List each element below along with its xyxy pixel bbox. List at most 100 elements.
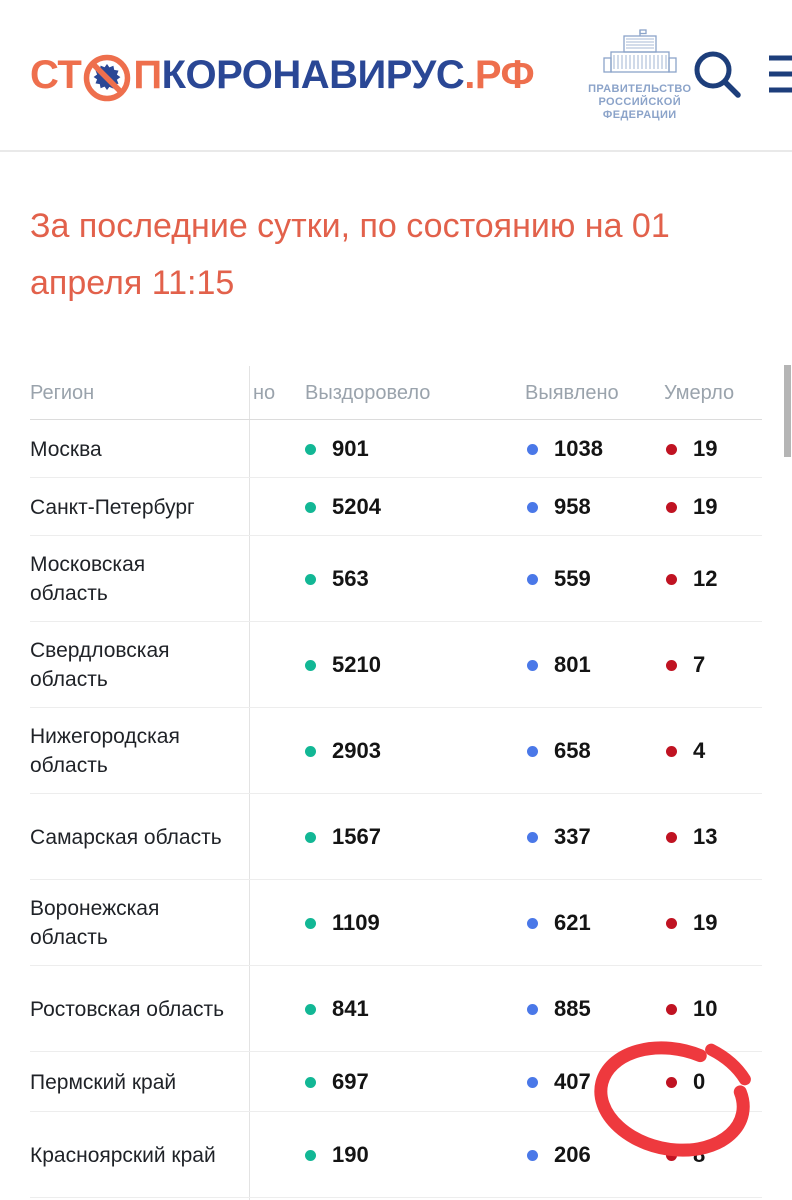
detected-dot: [527, 659, 538, 671]
recovered-dot: [305, 1003, 316, 1015]
site-logo[interactable]: СТ П КОРОНАВИРУС .РФ: [30, 52, 535, 102]
detected-dot: [527, 745, 538, 757]
died-dot: [666, 1076, 677, 1088]
column-header-partial: но: [253, 381, 276, 404]
detected-dot: [527, 1076, 538, 1088]
gov-text-line3: ФЕДЕРАЦИИ: [602, 108, 677, 121]
table-row[interactable]: Пермский край 697 407 0: [0, 1041, 792, 1157]
detected-dot: [527, 831, 538, 843]
logo-text-rf: .РФ: [464, 52, 535, 97]
gov-text-line1: ПРАВИТЕЛЬСТВО: [588, 82, 692, 95]
died-value: 19: [693, 910, 718, 935]
region-name: Санкт-Петербург: [30, 495, 195, 519]
table-row[interactable]: Воронежская область 1109 621 19: [0, 880, 792, 966]
table-row[interactable]: Санкт-Петербург 5204 958 19: [0, 478, 792, 536]
died-dot: [666, 659, 677, 671]
detected-dot: [527, 501, 538, 513]
column-header-recovered: Выздоровело: [305, 381, 431, 404]
recovered-value: 2903: [332, 738, 381, 763]
site-header: СТ П КОРОНАВИРУС .РФ ПРАВИТЕЛЬСТВО РОССИ…: [0, 0, 792, 152]
logo-text-stop-st: СТ: [30, 52, 82, 97]
recovered-dot: [305, 501, 316, 513]
recovered-value: 901: [332, 436, 369, 461]
detected-dot: [527, 1003, 538, 1015]
detected-value: 801: [554, 652, 591, 677]
hamburger-menu-icon: [769, 55, 792, 92]
recovered-dot: [305, 917, 316, 929]
frozen-column-divider: [249, 366, 250, 1200]
column-header-died: Умерло: [664, 381, 735, 404]
died-value: 4: [693, 738, 706, 763]
table-row[interactable]: Красноярский край 190 206 8: [0, 1112, 792, 1198]
column-header-region: Регион: [30, 381, 95, 404]
page-title-line1: За последние сутки, по состоянию на 01: [30, 207, 670, 245]
recovered-value: 841: [332, 996, 369, 1021]
table-header-row: Регион но Выздоровело Выявлено Умерло: [0, 366, 792, 420]
recovered-dot: [305, 573, 316, 585]
table-row[interactable]: Самарская область 1567 337 13: [0, 794, 792, 880]
logo-text-korona: КОРОНАВИРУС: [161, 52, 465, 97]
region-name: Красноярский край: [30, 1143, 216, 1167]
recovered-value: 190: [332, 1142, 369, 1167]
menu-button[interactable]: [769, 53, 792, 98]
recovered-value: 563: [332, 566, 369, 591]
recovered-value: 1567: [332, 824, 381, 849]
recovered-dot: [305, 443, 316, 455]
table-row[interactable]: Ростовская область 841 885 10: [0, 966, 792, 1052]
died-value: 8: [693, 1142, 706, 1167]
recovered-value: 697: [332, 1069, 369, 1094]
detected-dot: [527, 573, 538, 585]
government-building-icon: [603, 28, 677, 73]
search-button[interactable]: [691, 48, 743, 103]
table-row[interactable]: Свердловская область 5210 801 7: [0, 622, 792, 708]
government-emblem[interactable]: ПРАВИТЕЛЬСТВО РОССИЙСКОЙ ФЕДЕРАЦИИ: [588, 28, 692, 122]
died-value: 13: [693, 824, 718, 849]
vertical-scrollbar-thumb[interactable]: [784, 365, 791, 457]
table-row[interactable]: Нижегородская область 2903 658 4: [0, 708, 792, 794]
died-value: 0: [693, 1069, 706, 1094]
column-header-detected: Выявлено: [525, 381, 619, 404]
died-dot: [666, 443, 677, 455]
region-name: Нижегородская область: [30, 725, 180, 777]
region-name: Самарская область: [30, 825, 222, 849]
table-row[interactable]: Москва 901 1038 19: [0, 420, 792, 478]
detected-value: 206: [554, 1142, 591, 1167]
died-value: 19: [693, 494, 718, 519]
logo-text-stop-p: П: [133, 52, 162, 97]
died-dot: [666, 1149, 677, 1161]
table-row[interactable]: Московская область 563 559 12: [0, 536, 792, 622]
region-name: Московская область: [30, 553, 146, 605]
died-value: 7: [693, 652, 706, 677]
recovered-dot: [305, 659, 316, 671]
died-dot: [666, 831, 677, 843]
page-title-line2: апреля 11:15: [30, 264, 235, 302]
region-name: Пермский край: [30, 1070, 177, 1094]
detected-value: 621: [554, 910, 591, 935]
detected-dot: [527, 443, 538, 455]
died-dot: [666, 501, 677, 513]
search-icon: [694, 51, 742, 98]
died-dot: [666, 745, 677, 757]
recovered-dot: [305, 831, 316, 843]
detected-value: 407: [554, 1069, 591, 1094]
region-name: Москва: [30, 437, 102, 461]
page-title: За последние сутки, по состоянию на 01 а…: [30, 198, 762, 312]
died-dot: [666, 917, 677, 929]
recovered-dot: [305, 1076, 316, 1088]
detected-value: 1038: [554, 436, 603, 461]
detected-dot: [527, 1149, 538, 1161]
recovered-value: 5210: [332, 652, 381, 677]
detected-value: 958: [554, 494, 591, 519]
detected-dot: [527, 917, 538, 929]
region-name: Ростовская область: [30, 997, 225, 1021]
detected-value: 559: [554, 566, 591, 591]
recovered-value: 5204: [332, 494, 381, 519]
recovered-dot: [305, 745, 316, 757]
died-dot: [666, 1003, 677, 1015]
region-stats-table: Регион но Выздоровело Выявлено Умерло Мо…: [0, 366, 792, 1200]
died-value: 19: [693, 436, 718, 461]
recovered-dot: [305, 1149, 316, 1161]
recovered-value: 1109: [332, 910, 380, 935]
no-virus-icon: [84, 54, 131, 102]
region-name: Свердловская область: [30, 639, 170, 691]
